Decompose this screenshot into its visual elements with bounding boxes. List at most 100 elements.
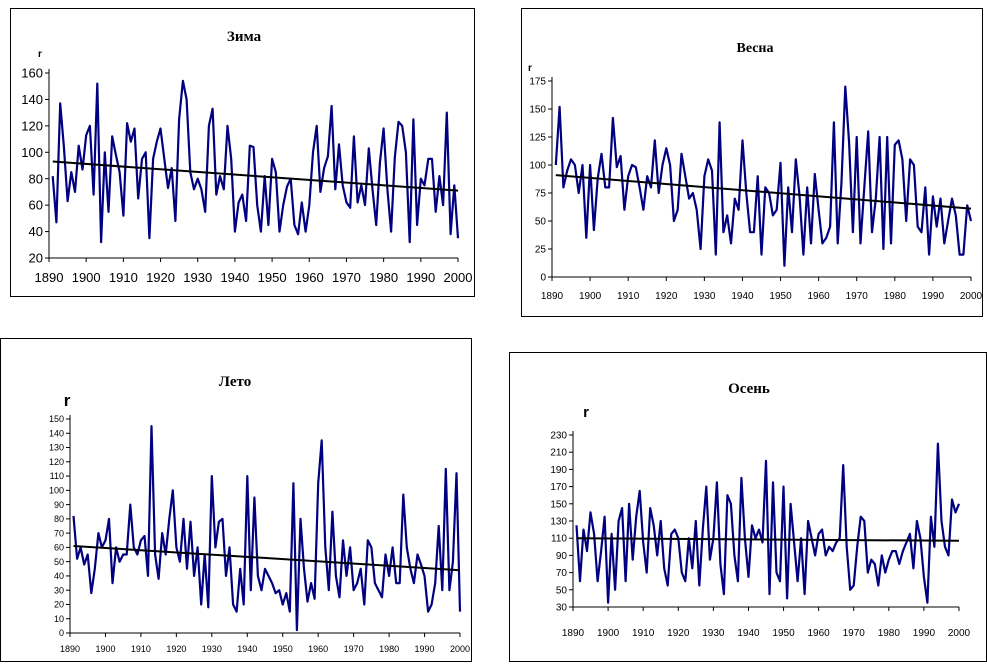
data-point: [951, 499, 952, 500]
y-tick-label: 100: [529, 161, 546, 172]
y-tick-label: 30: [54, 585, 64, 595]
data-point: [567, 170, 568, 171]
data-point: [836, 542, 837, 543]
data-point: [660, 520, 661, 521]
x-tick-label: 1920: [166, 644, 186, 654]
data-point: [737, 581, 738, 582]
chart-summer: Лето r 0 10 20 30 40 50 60 70 80 90 100 110 120 130 140 1…: [49, 374, 470, 654]
x-tick-label: 1950: [258, 270, 287, 285]
x-tick-label: 1940: [731, 291, 754, 302]
data-point: [875, 198, 876, 199]
data-point: [589, 164, 590, 165]
data-point: [301, 202, 302, 203]
data-point: [695, 520, 696, 521]
y-axis-label: r: [38, 49, 42, 60]
y-tick-label: 150: [49, 414, 64, 424]
data-point: [937, 443, 938, 444]
data-point: [325, 547, 326, 548]
data-point: [119, 172, 120, 173]
data-point: [298, 234, 299, 235]
data-point: [236, 611, 237, 612]
data-point: [387, 189, 388, 190]
chart-spring: Весна r 0 25 50 75 100 125 150 175 1890 1900 1910 192…: [528, 41, 983, 302]
data-point: [909, 533, 910, 534]
data-point: [593, 229, 594, 230]
data-point: [582, 164, 583, 165]
data-point: [364, 604, 365, 605]
x-tick-label: 1910: [109, 270, 138, 285]
data-point: [93, 194, 94, 195]
chart-panel-autumn: Осень r 30 50 70 90 110 130 150 170 190 210 230 1890 1…: [509, 352, 987, 662]
data-point: [303, 568, 304, 569]
y-tick-label: 120: [21, 118, 43, 133]
data-point: [618, 520, 619, 521]
data-point: [112, 136, 113, 137]
data-point: [445, 468, 446, 469]
data-point: [108, 518, 109, 519]
x-tick-label: 1920: [146, 270, 175, 285]
data-point: [320, 191, 321, 192]
data-point: [234, 231, 235, 232]
x-tick-label: 1980: [379, 644, 399, 654]
data-point: [179, 119, 180, 120]
data-point: [346, 202, 347, 203]
data-point: [218, 521, 219, 522]
series-line: [72, 424, 462, 632]
data-point: [245, 220, 246, 221]
series-line: [51, 79, 460, 244]
y-tick-label: 80: [29, 171, 43, 186]
data-point: [435, 211, 436, 212]
y-tick-label: 140: [49, 428, 64, 438]
x-tick-label: 1890: [541, 291, 564, 302]
data-point: [864, 187, 865, 188]
data-point: [219, 175, 220, 176]
data-point: [431, 158, 432, 159]
data-point: [67, 201, 68, 202]
data-point: [883, 248, 884, 249]
data-point: [653, 525, 654, 526]
data-point: [607, 602, 608, 603]
data-point: [711, 170, 712, 171]
y-tick-label: 130: [49, 443, 64, 453]
data-point: [257, 575, 258, 576]
y-tick-label: 50: [535, 217, 547, 228]
data-point: [913, 164, 914, 165]
data-point: [921, 232, 922, 233]
data-point: [264, 568, 265, 569]
data-point: [331, 105, 332, 106]
data-point: [761, 254, 762, 255]
data-point: [727, 495, 728, 496]
data-point: [149, 238, 150, 239]
data-point: [929, 254, 930, 255]
data-point: [576, 525, 577, 526]
x-tick-label: 1980: [369, 270, 398, 285]
data-point: [948, 220, 949, 221]
data-point: [84, 564, 85, 565]
data-point: [275, 592, 276, 593]
x-tick-label: 1910: [131, 644, 151, 654]
data-point: [296, 630, 297, 631]
data-point: [970, 220, 971, 221]
y-tick-label: 210: [550, 448, 567, 459]
data-point: [800, 538, 801, 539]
data-point: [709, 559, 710, 560]
data-point: [955, 512, 956, 513]
data-point: [227, 125, 228, 126]
data-point: [402, 125, 403, 126]
y-axis-label: r: [64, 391, 71, 410]
data-point: [906, 220, 907, 221]
data-point: [137, 554, 138, 555]
data-point: [909, 159, 910, 160]
data-point: [853, 585, 854, 586]
data-point: [673, 220, 674, 221]
data-point: [720, 563, 721, 564]
x-tick-label: 1960: [295, 270, 324, 285]
data-point: [932, 196, 933, 197]
data-point: [172, 490, 173, 491]
data-point: [860, 243, 861, 244]
data-point: [846, 546, 847, 547]
data-point: [371, 547, 372, 548]
data-point: [171, 168, 172, 169]
data-point: [808, 520, 809, 521]
x-tick-label: 1940: [220, 270, 249, 285]
